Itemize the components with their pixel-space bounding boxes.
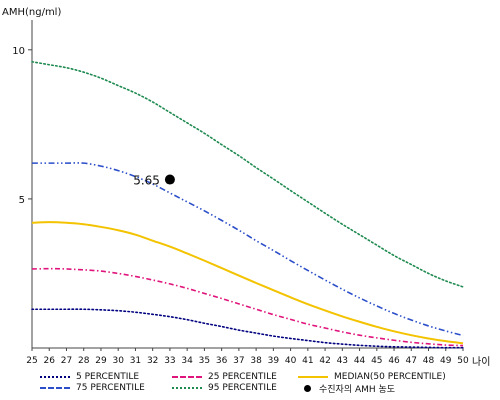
series-line-median-50-percentile [31, 221, 464, 345]
legend-item-75-percentile: 75 PERCENTILE [40, 382, 145, 394]
legend-item-25-percentile: 25 PERCENTILE [172, 371, 277, 383]
legend: 5 PERCENTILE 25 PERCENTILE MEDIAN(50 PER… [40, 369, 495, 399]
legend-marker-dot-icon [304, 384, 311, 392]
series-line-95-percentile [31, 60, 464, 288]
axes: 5 10 25 26 27 28 29 30 31 32 33 34 35 36 37 38 39 40 41 42 4… [12, 20, 469, 366]
legend-label-25-percentile: 25 PERCENTILE [208, 372, 277, 382]
x-tick-label: 25 [26, 356, 37, 366]
x-tick-label: 43 [337, 356, 348, 366]
x-tick-label: 37 [233, 356, 244, 366]
marker-layer: 5.65 [133, 174, 175, 188]
x-tick-label: 48 [423, 356, 435, 366]
legend-swatch-5-percentile [40, 376, 70, 378]
x-tick-label: 27 [61, 356, 72, 366]
x-tick-label: 46 [388, 356, 400, 366]
patient-amh-value-label: 5.65 [133, 174, 160, 188]
legend-item-5-percentile: 5 PERCENTILE [40, 371, 139, 383]
series-layer [31, 60, 464, 349]
legend-swatch-95-percentile [172, 387, 202, 389]
y-axis-label: AMH(ng/ml) [2, 7, 61, 18]
legend-label-5-percentile: 5 PERCENTILE [76, 372, 140, 382]
legend-item-median: MEDIAN(50 PERCENTILE) [298, 371, 446, 383]
y-tick-label: 5 [19, 195, 25, 206]
x-tick-label: 41 [302, 356, 313, 366]
series-line-75-percentile [32, 162, 464, 337]
legend-label-75-percentile: 75 PERCENTILE [76, 383, 145, 393]
x-tick-label: 42 [319, 356, 330, 366]
legend-swatch-75-percentile [40, 387, 70, 389]
x-tick-label: 47 [406, 356, 417, 366]
x-tick-label: 28 [78, 356, 90, 366]
x-axis-label: 나이 [472, 356, 490, 368]
patient-amh-point [164, 174, 175, 185]
x-tick-label: 36 [216, 356, 228, 366]
y-tick-label: 10 [12, 46, 25, 57]
x-tick-label: 31 [130, 356, 141, 366]
legend-item-patient-amh: 수진자의 AMH 농도 [298, 382, 396, 395]
legend-swatch-25-percentile [172, 376, 202, 378]
x-tick-label: 38 [250, 356, 262, 366]
x-tick-label: 39 [268, 356, 280, 366]
x-tick-label: 45 [371, 356, 382, 366]
x-tick-label: 32 [147, 356, 158, 366]
legend-label-median: MEDIAN(50 PERCENTILE) [334, 372, 446, 382]
x-tick-label: 34 [181, 356, 193, 366]
x-tick-label: 30 [112, 356, 124, 366]
x-tick-label: 50 [457, 356, 469, 366]
x-tick-label: 35 [199, 356, 210, 366]
x-tick-label: 29 [95, 356, 107, 366]
x-tick-label: 49 [440, 356, 452, 366]
legend-swatch-median [298, 376, 328, 378]
series-line-25-percentile [31, 267, 464, 347]
x-tick-label: 44 [354, 356, 366, 366]
legend-item-95-percentile: 95 PERCENTILE [172, 382, 277, 394]
series-line-5-percentile [31, 308, 464, 349]
x-tick-label: 26 [44, 356, 56, 366]
legend-label-patient-amh: 수진자의 AMH 농도 [319, 384, 396, 395]
x-tick-label: 33 [164, 356, 175, 366]
x-tick-label: 40 [285, 356, 297, 366]
legend-label-95-percentile: 95 PERCENTILE [208, 383, 277, 393]
